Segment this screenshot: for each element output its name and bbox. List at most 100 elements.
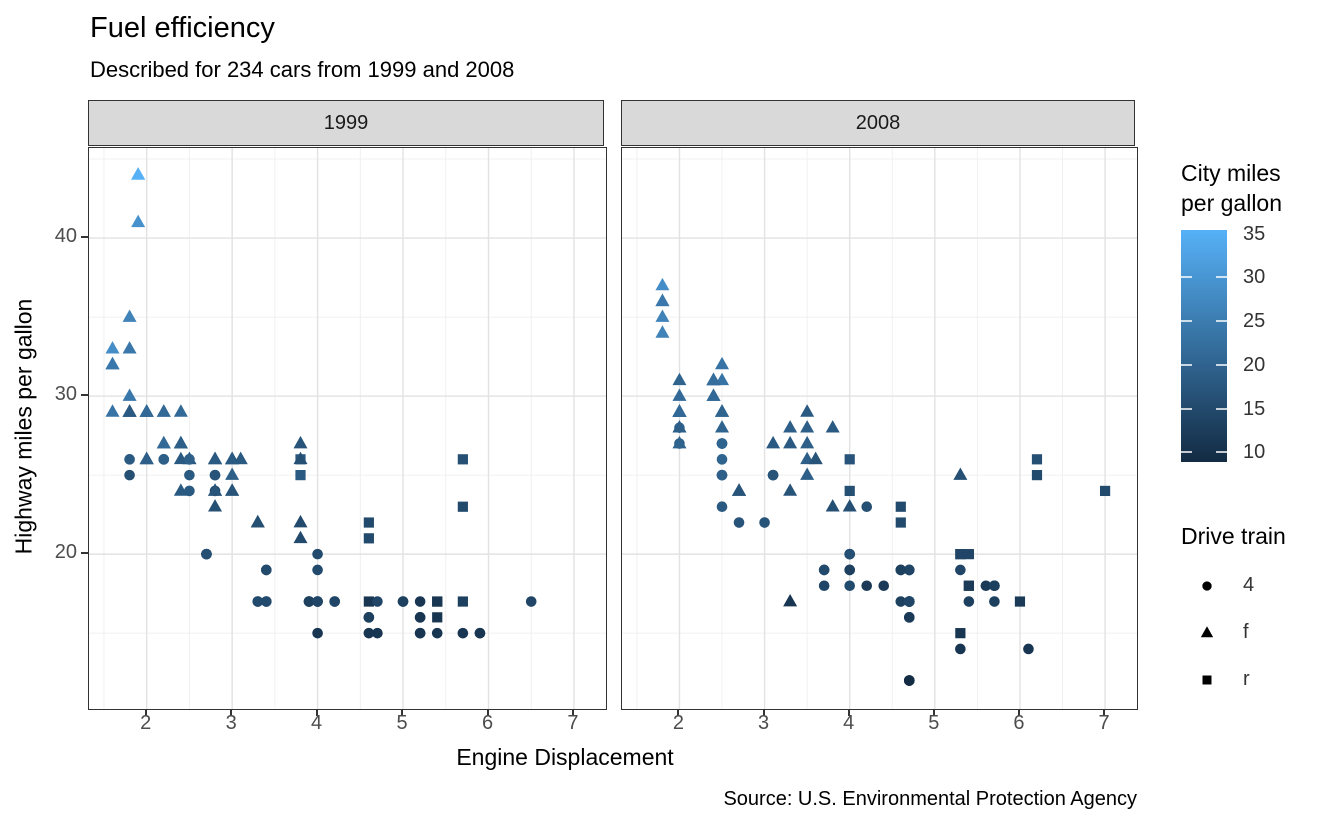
scatter-panel-2008 bbox=[621, 147, 1138, 710]
data-point bbox=[672, 372, 687, 386]
data-point bbox=[861, 501, 873, 513]
x-tick-label: 6 bbox=[1013, 712, 1025, 734]
circle-icon bbox=[1193, 572, 1221, 600]
data-point bbox=[715, 420, 730, 433]
x-tick-label: 3 bbox=[758, 712, 770, 734]
data-point bbox=[783, 483, 798, 496]
x-tick-label: 2 bbox=[672, 712, 685, 734]
data-point bbox=[783, 593, 798, 607]
data-point bbox=[432, 596, 443, 607]
facet-strip-label: 1999 bbox=[323, 111, 369, 134]
data-point bbox=[209, 469, 221, 481]
chart-title: Fuel efficiency bbox=[90, 12, 275, 44]
y-tick-label: 30 bbox=[54, 383, 77, 406]
x-tick-label: 6 bbox=[481, 712, 494, 734]
data-point bbox=[293, 514, 308, 528]
colorbar-tick bbox=[1181, 276, 1192, 279]
data-point bbox=[844, 454, 855, 465]
x-tick-label: 3 bbox=[225, 712, 237, 734]
data-point bbox=[895, 564, 907, 576]
data-point bbox=[706, 372, 721, 386]
data-point bbox=[732, 483, 747, 496]
data-point bbox=[800, 435, 815, 449]
color-gradient-bar bbox=[1181, 230, 1227, 462]
data-point bbox=[733, 517, 745, 528]
data-point bbox=[105, 341, 120, 354]
color-legend-title-line2: per gallon bbox=[1181, 190, 1283, 216]
colorbar-tick bbox=[1216, 320, 1227, 323]
data-point bbox=[1031, 470, 1043, 481]
data-point bbox=[201, 548, 212, 560]
data-point bbox=[655, 277, 670, 291]
x-axis-tick bbox=[315, 709, 318, 716]
x-tick-label: 7 bbox=[1098, 712, 1110, 734]
data-point bbox=[225, 451, 240, 465]
colorbar-label: 20 bbox=[1243, 353, 1266, 376]
data-point bbox=[1031, 454, 1043, 465]
data-point bbox=[953, 467, 968, 480]
data-point bbox=[861, 580, 873, 592]
data-point bbox=[989, 580, 1000, 592]
x-axis-tick bbox=[1017, 709, 1020, 716]
data-point bbox=[955, 564, 966, 576]
x-axis-tick bbox=[677, 709, 680, 716]
y-axis-tick bbox=[81, 394, 88, 397]
data-point bbox=[1200, 625, 1214, 637]
color-legend-title-line1: City miles bbox=[1181, 160, 1281, 186]
data-point bbox=[261, 596, 272, 607]
x-tick-label: 5 bbox=[928, 712, 940, 734]
data-point bbox=[715, 404, 730, 417]
colorbar-tick bbox=[1216, 407, 1227, 410]
data-point bbox=[124, 469, 135, 481]
data-point bbox=[122, 309, 137, 322]
data-point bbox=[312, 564, 323, 576]
x-axis-tick bbox=[571, 709, 574, 716]
shape-legend-item: f bbox=[1193, 609, 1254, 656]
data-point bbox=[716, 438, 728, 449]
data-point bbox=[655, 325, 670, 338]
data-point bbox=[474, 627, 486, 639]
shape-legend-item: 4 bbox=[1193, 562, 1254, 609]
data-point bbox=[1202, 580, 1212, 591]
data-point bbox=[363, 596, 374, 607]
data-point bbox=[208, 483, 223, 496]
data-point bbox=[842, 499, 857, 512]
square-glyph bbox=[1202, 675, 1212, 684]
y-axis-tick bbox=[81, 552, 88, 555]
data-point bbox=[766, 435, 781, 449]
data-point bbox=[173, 483, 188, 496]
data-point bbox=[1023, 643, 1034, 655]
x-axis-tick bbox=[1103, 709, 1106, 716]
data-point bbox=[293, 451, 308, 465]
data-point bbox=[122, 388, 137, 401]
x-tick-label: 4 bbox=[843, 712, 855, 734]
facet-strip-2008: 2008 bbox=[621, 100, 1135, 146]
data-point bbox=[878, 580, 890, 592]
triangle-glyph bbox=[1200, 625, 1214, 637]
colorbar-tick bbox=[1216, 276, 1227, 279]
data-point bbox=[715, 356, 730, 370]
square-icon bbox=[1193, 666, 1221, 694]
color-legend-title: City miles per gallon bbox=[1181, 158, 1282, 218]
x-axis-tick bbox=[762, 709, 765, 716]
data-point bbox=[767, 469, 779, 481]
data-point bbox=[818, 580, 830, 592]
data-point bbox=[312, 627, 323, 639]
colorbar-label: 10 bbox=[1243, 441, 1266, 464]
data-point bbox=[672, 388, 687, 401]
data-point bbox=[208, 499, 223, 512]
data-point bbox=[963, 580, 974, 591]
data-point bbox=[903, 612, 915, 623]
data-point bbox=[716, 501, 728, 513]
data-point bbox=[363, 612, 375, 623]
chart-subtitle: Described for 234 cars from 1999 and 200… bbox=[90, 57, 515, 82]
data-point bbox=[716, 469, 728, 481]
data-point bbox=[261, 564, 272, 576]
data-point bbox=[800, 420, 815, 433]
data-point bbox=[312, 596, 323, 607]
data-point bbox=[122, 341, 137, 354]
data-point bbox=[131, 214, 146, 228]
data-point bbox=[105, 356, 120, 370]
data-point bbox=[372, 627, 383, 639]
